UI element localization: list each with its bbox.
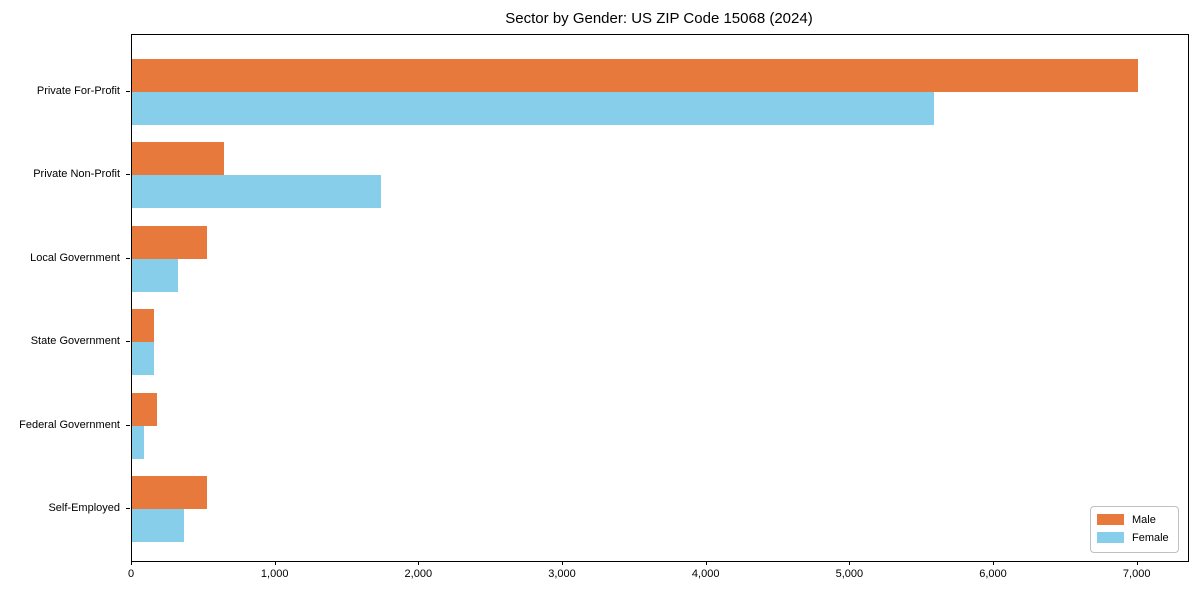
y-tick-label-state-government: State Government [30, 335, 120, 348]
bar-female-local-government [132, 258, 178, 292]
x-tick-label: 2,000 [404, 568, 433, 580]
legend-item-female: Female [1097, 530, 1178, 545]
y-tick-mark [126, 341, 130, 343]
chart-title: Sector by Gender: US ZIP Code 15068 (202… [505, 10, 813, 27]
bar-female-state-government [132, 342, 154, 376]
y-tick-label-private-non-profit: Private Non-Profit [33, 168, 120, 181]
bar-male-self-employed [132, 476, 208, 509]
x-tick-label: 1,000 [260, 568, 289, 580]
bar-female-private-for-profit [132, 92, 935, 125]
bar-female-self-employed [132, 509, 184, 542]
y-tick-label-private-for-profit: Private For-Profit [36, 85, 120, 97]
x-tick-mark [418, 561, 420, 565]
x-tick-mark [562, 561, 563, 565]
x-tick-label: 3,000 [548, 568, 576, 580]
x-tick-label: 0 [127, 568, 135, 580]
female-series-swatch [1097, 532, 1124, 543]
bar-male-local-government [132, 225, 207, 259]
x-tick-label: 7,000 [1122, 568, 1151, 580]
x-tick-mark [274, 561, 276, 565]
bar-male-state-government [132, 309, 155, 343]
bar-male-federal-government [132, 392, 158, 426]
legend-item-male: Male [1097, 512, 1178, 527]
y-tick-mark [126, 508, 130, 509]
bar-female-federal-government [132, 425, 144, 459]
x-tick-mark [849, 561, 851, 565]
legend-label-female: Female [1132, 531, 1169, 544]
bar-male-private-for-profit [132, 59, 1138, 92]
y-tick-label-self-employed: Self-Employed [48, 502, 120, 514]
bar-female-private-non-profit [132, 175, 381, 209]
legend: Male Female [1090, 506, 1179, 553]
bar-male-private-non-profit [132, 142, 224, 176]
x-tick-label: 6,000 [979, 568, 1007, 580]
x-tick-label: 5,000 [835, 568, 864, 580]
x-tick-mark [131, 561, 132, 565]
y-tick-label-federal-government: Federal Government [19, 418, 120, 431]
y-tick-label-local-government: Local Government [30, 251, 120, 264]
x-tick-mark [993, 561, 994, 565]
y-tick-mark [126, 91, 130, 92]
x-tick-label: 4,000 [691, 568, 720, 580]
legend-label-male: Male [1132, 513, 1156, 526]
y-tick-mark [126, 424, 130, 426]
male-series-swatch [1097, 514, 1124, 525]
plot-area [131, 34, 1189, 562]
y-tick-mark [126, 257, 130, 259]
y-tick-mark [126, 174, 130, 176]
x-tick-mark [705, 561, 707, 565]
x-tick-mark [1136, 561, 1138, 565]
